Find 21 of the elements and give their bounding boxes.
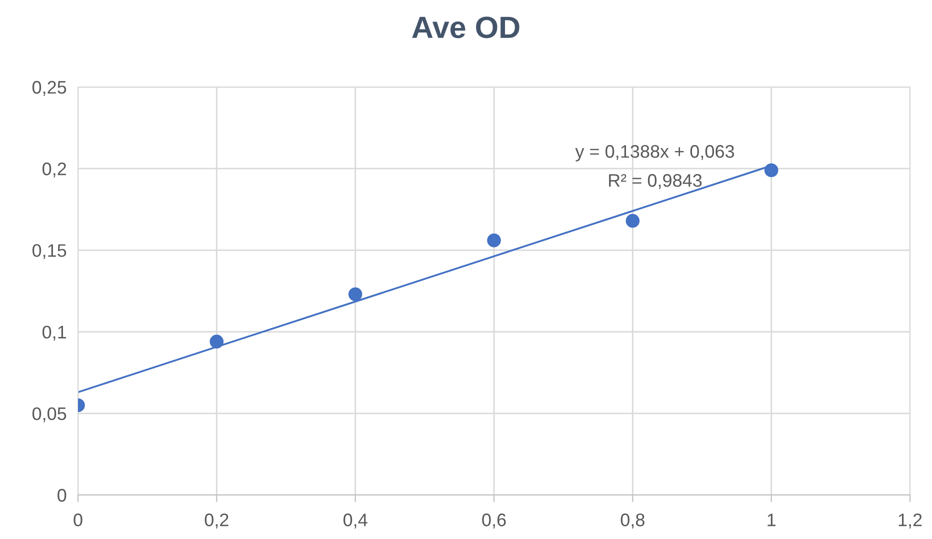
y-tick-label: 0,15 bbox=[32, 244, 66, 260]
y-tick-label: 0,05 bbox=[32, 407, 66, 422]
x-tick-label: 1 bbox=[768, 514, 776, 526]
y-tick-label: 0,2 bbox=[42, 162, 66, 178]
x-tick-label: 0 bbox=[74, 514, 82, 526]
y-tick-label: 0,25 bbox=[32, 80, 66, 96]
point bbox=[210, 334, 224, 348]
x-tick-label: 0,6 bbox=[482, 514, 506, 528]
annotation: R² = 0,9843 bbox=[609, 174, 702, 189]
point bbox=[626, 214, 640, 228]
x-tick-label: 0,4 bbox=[343, 514, 368, 528]
x-tick-label: 0,2 bbox=[204, 514, 228, 528]
y-tick-label: 0 bbox=[58, 488, 66, 502]
point bbox=[348, 287, 362, 302]
point bbox=[487, 234, 501, 248]
point bbox=[764, 163, 778, 178]
x-tick-label: 1,2 bbox=[898, 514, 922, 528]
y-tick-label: 0,1 bbox=[42, 326, 66, 341]
annotation: y = 0,1388x + 0,063 bbox=[575, 145, 734, 162]
chart-title: Ave OD bbox=[412, 16, 520, 38]
x-tick-label: 0,8 bbox=[620, 514, 644, 528]
